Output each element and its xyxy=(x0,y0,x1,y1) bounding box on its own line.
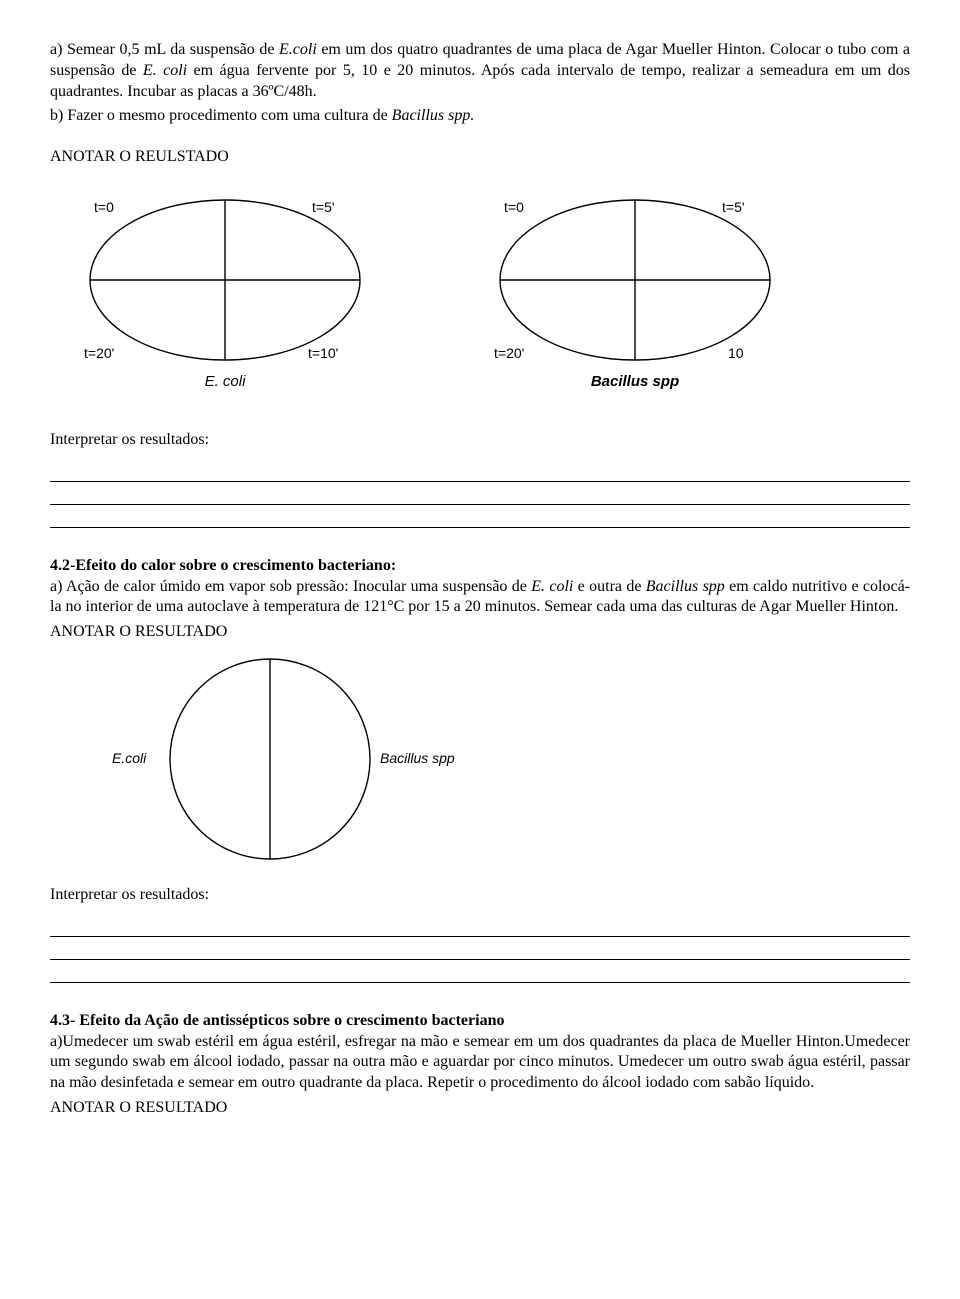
d1r-caption: Bacillus spp xyxy=(460,372,810,392)
d2-left-label: E.coli xyxy=(112,749,146,767)
d1l-bl: t=20' xyxy=(84,344,114,362)
d2-right-label: Bacillus spp xyxy=(380,749,455,767)
section-43-title: 4.3- Efeito da Ação de antissépticos sob… xyxy=(50,1012,504,1029)
paragraph-1: a) Semear 0,5 mL da suspensão de E.coli … xyxy=(50,40,910,102)
line xyxy=(50,941,910,960)
section-42-title: 4.2-Efeito do calor sobre o crescimento … xyxy=(50,557,396,574)
p1-ital3: Bacillus spp. xyxy=(392,107,475,124)
s42-i1: E. coli xyxy=(531,578,573,595)
section-43: 4.3- Efeito da Ação de antissépticos sob… xyxy=(50,1011,910,1094)
blank-lines-1 xyxy=(50,463,910,528)
anotar-3: ANOTAR O RESULTADO xyxy=(50,1098,910,1119)
line xyxy=(50,964,910,983)
section-43-body: a)Umedecer um swab estéril em água estér… xyxy=(50,1033,910,1092)
d1l-tr: t=5' xyxy=(312,198,335,216)
d1l-tl: t=0 xyxy=(94,198,114,216)
line xyxy=(50,463,910,482)
anotar-1: ANOTAR O REULSTADO xyxy=(50,147,910,168)
section-42: 4.2-Efeito do calor sobre o crescimento … xyxy=(50,556,910,618)
diagram-1-left: t=0 t=5' t=10' t=20' E. coli xyxy=(50,180,400,410)
s42-i2: Bacillus spp xyxy=(646,578,725,595)
d1r-tl: t=0 xyxy=(504,198,524,216)
blank-lines-2 xyxy=(50,918,910,983)
diagram-1: t=0 t=5' t=10' t=20' E. coli t=0 t=5' 10… xyxy=(50,180,910,410)
d1r-tr: t=5' xyxy=(722,198,745,216)
anotar-2: ANOTAR O RESULTADO xyxy=(50,622,910,643)
d1r-bl: t=20' xyxy=(494,344,524,362)
diagram-1-right: t=0 t=5' 10 t=20' Bacillus spp xyxy=(460,180,810,410)
s42-a1: a) Ação de calor úmido em vapor sob pres… xyxy=(50,578,531,595)
p1-text-a: a) Semear 0,5 mL da suspensão de xyxy=(50,41,279,58)
d1l-caption: E. coli xyxy=(50,372,400,392)
interpret-2: Interpretar os resultados: xyxy=(50,885,910,906)
interpret-1: Interpretar os resultados: xyxy=(50,430,910,451)
line xyxy=(50,509,910,528)
d1l-br: t=10' xyxy=(308,344,338,362)
d1r-br: 10 xyxy=(728,344,744,362)
p1-text-d: b) Fazer o mesmo procedimento com uma cu… xyxy=(50,107,392,124)
s42-a2: e outra de xyxy=(573,578,645,595)
line xyxy=(50,918,910,937)
paragraph-1b: b) Fazer o mesmo procedimento com uma cu… xyxy=(50,106,910,127)
p1-ital1: E.coli xyxy=(279,41,317,58)
diagram-2: E.coli Bacillus spp xyxy=(70,649,500,879)
p1-ital2: E. coli xyxy=(143,62,187,79)
line xyxy=(50,486,910,505)
